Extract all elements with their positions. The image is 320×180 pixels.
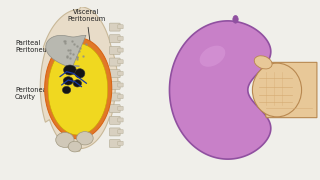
Ellipse shape — [62, 86, 71, 94]
FancyBboxPatch shape — [118, 83, 123, 87]
Ellipse shape — [63, 77, 73, 85]
Polygon shape — [259, 62, 317, 118]
FancyBboxPatch shape — [109, 128, 120, 136]
FancyBboxPatch shape — [118, 25, 123, 29]
Polygon shape — [46, 35, 86, 67]
Ellipse shape — [68, 141, 82, 152]
Ellipse shape — [73, 80, 82, 87]
FancyBboxPatch shape — [118, 130, 123, 134]
FancyBboxPatch shape — [109, 140, 120, 148]
Polygon shape — [40, 7, 118, 151]
FancyBboxPatch shape — [109, 93, 120, 101]
FancyBboxPatch shape — [109, 70, 120, 78]
FancyBboxPatch shape — [118, 71, 123, 75]
FancyBboxPatch shape — [118, 60, 123, 64]
Polygon shape — [45, 38, 112, 139]
FancyBboxPatch shape — [118, 95, 123, 99]
FancyBboxPatch shape — [118, 36, 123, 40]
Ellipse shape — [76, 132, 93, 145]
Ellipse shape — [254, 56, 272, 69]
Polygon shape — [48, 43, 108, 135]
FancyBboxPatch shape — [118, 106, 123, 110]
FancyBboxPatch shape — [109, 46, 120, 54]
FancyBboxPatch shape — [109, 23, 120, 31]
Ellipse shape — [252, 63, 301, 117]
FancyBboxPatch shape — [118, 118, 123, 122]
Ellipse shape — [75, 69, 85, 78]
Ellipse shape — [64, 65, 76, 75]
FancyBboxPatch shape — [109, 58, 120, 66]
Polygon shape — [170, 21, 271, 159]
Ellipse shape — [56, 132, 74, 147]
FancyBboxPatch shape — [109, 116, 120, 124]
FancyBboxPatch shape — [109, 81, 120, 89]
Ellipse shape — [233, 15, 238, 23]
FancyBboxPatch shape — [118, 48, 123, 52]
Ellipse shape — [200, 46, 225, 67]
Text: Visceral
Peritoneum: Visceral Peritoneum — [68, 9, 106, 51]
FancyBboxPatch shape — [109, 105, 120, 113]
Text: Peritoneal
Cavity: Peritoneal Cavity — [15, 83, 56, 100]
Text: Pariteal
Peritoneum: Pariteal Peritoneum — [15, 40, 54, 57]
FancyBboxPatch shape — [118, 141, 123, 145]
FancyBboxPatch shape — [109, 35, 120, 43]
